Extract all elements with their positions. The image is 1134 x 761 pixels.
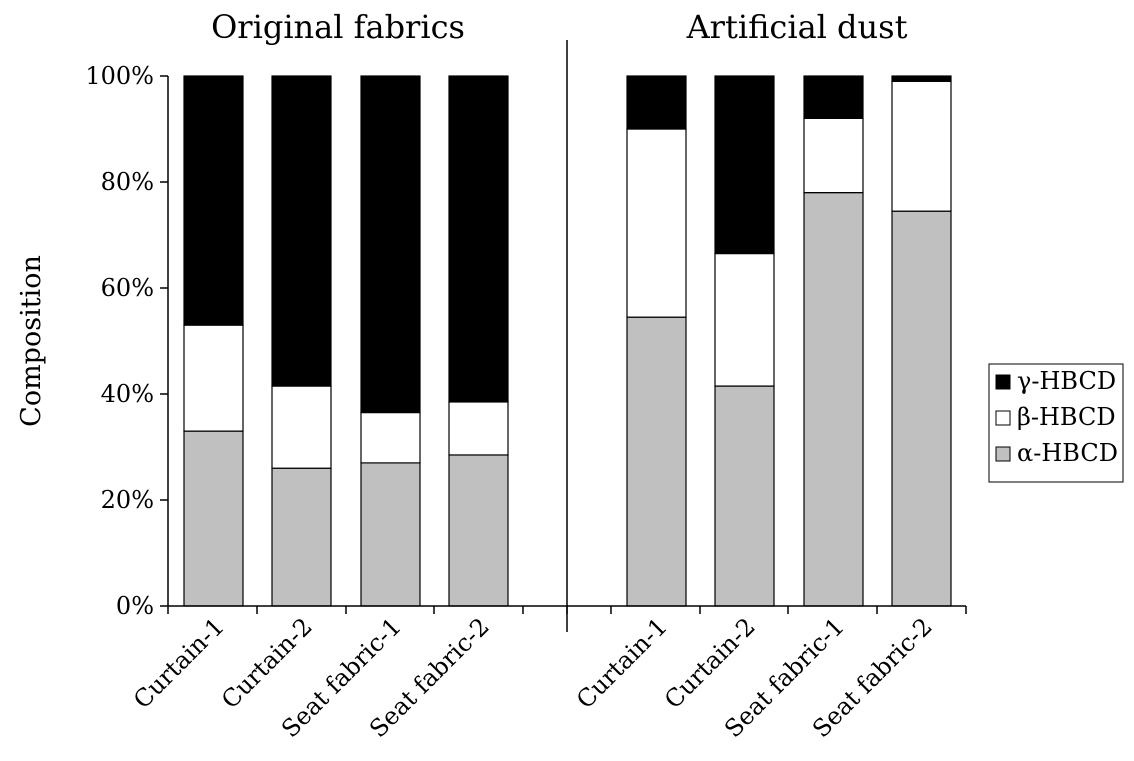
- bar-segment: [271, 75, 332, 387]
- legend-label: β-HBCD: [1017, 403, 1116, 431]
- y-tick-label: 40%: [101, 380, 154, 408]
- bar-segment: [891, 80, 952, 212]
- x-tick-label: Curtain-1: [571, 612, 673, 714]
- bar-segment: [271, 467, 332, 607]
- bar-segment: [891, 75, 952, 82]
- bar-segment: [360, 411, 421, 464]
- bar-segment: [360, 75, 421, 414]
- y-tick-label: 100%: [85, 62, 154, 90]
- legend-label: α-HBCD: [1017, 439, 1118, 467]
- legend-label: γ-HBCD: [1017, 367, 1116, 395]
- bar-segment: [714, 75, 775, 255]
- x-tick-label: Curtain-1: [128, 612, 230, 714]
- legend-swatch: [995, 446, 1011, 462]
- bar-segment: [183, 324, 244, 432]
- bar-segment: [183, 75, 244, 326]
- y-tick-label: 0%: [116, 592, 154, 620]
- legend-swatch: [995, 410, 1011, 426]
- bar-segment: [626, 316, 687, 607]
- bar-segment: [448, 75, 509, 403]
- bar-segment: [626, 128, 687, 318]
- bar-segment: [714, 385, 775, 607]
- bar-segment: [891, 210, 952, 607]
- bar-segment: [626, 75, 687, 130]
- group-titles: Original fabrics Artificial dust: [211, 8, 908, 46]
- bars-layer: [183, 75, 952, 607]
- bar-segment: [803, 75, 864, 120]
- bar-segment: [360, 462, 421, 607]
- group-title-1: Artificial dust: [686, 8, 908, 46]
- bar-segment: [448, 401, 509, 456]
- legend-box: [988, 363, 1124, 483]
- y-axis: 0% 20% 40% 60% 80% 100% Composition: [16, 62, 169, 620]
- y-tick-label: 60%: [101, 274, 154, 302]
- legend-swatch: [995, 374, 1011, 390]
- bar-segment: [183, 430, 244, 607]
- bar-segment: [271, 385, 332, 469]
- y-axis-label: Composition: [16, 255, 47, 427]
- group-title-0: Original fabrics: [211, 8, 465, 46]
- legend: γ-HBCD β-HBCD α-HBCD: [988, 363, 1124, 483]
- bar-segment: [803, 192, 864, 607]
- bar-segment: [448, 454, 509, 607]
- y-tick-label: 80%: [101, 168, 154, 196]
- bar-segment: [803, 117, 864, 194]
- bar-segment: [714, 252, 775, 387]
- y-tick-label: 20%: [101, 486, 154, 514]
